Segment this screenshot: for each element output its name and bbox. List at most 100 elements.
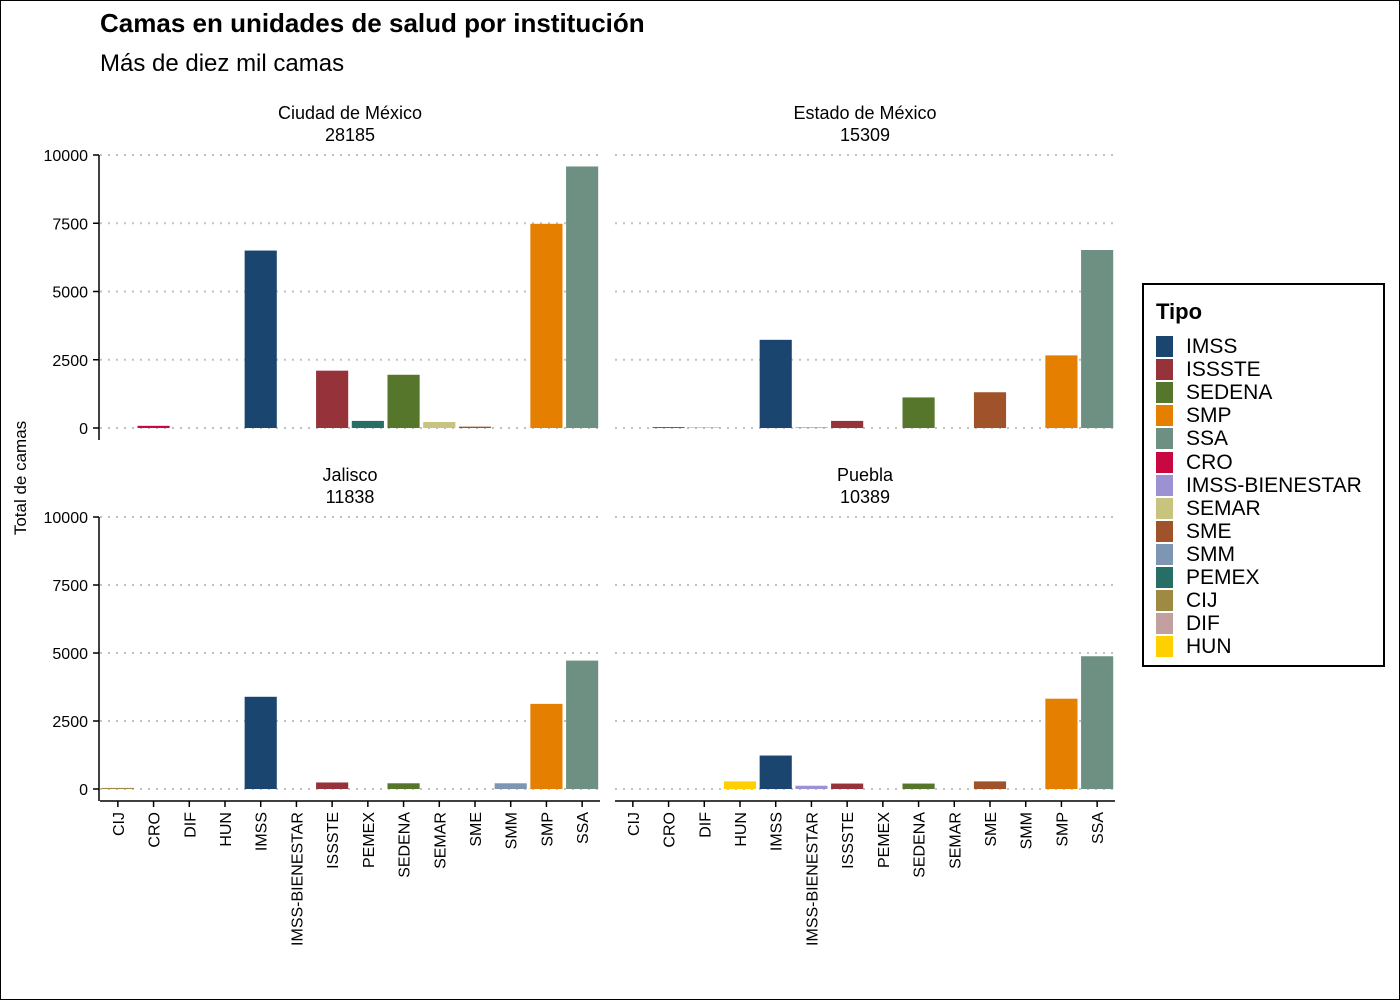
x-tick-label-jalisco-hun: HUN (218, 812, 235, 847)
panel-title-ciudad-de-m-xico: Ciudad de México (278, 103, 422, 123)
bar-ciudad-de-m-xico-pemex (351, 420, 384, 428)
legend-key-sme (1156, 520, 1173, 542)
legend-item-hun: HUN (1156, 635, 1362, 658)
bar-puebla-sedena (902, 783, 935, 789)
x-tick-label-jalisco-smm: SMM (504, 812, 521, 849)
bar-ciudad-de-m-xico-semar (423, 421, 456, 428)
x-tick-label-jalisco-imss-bienestar: IMSS-BIENESTAR (289, 812, 306, 946)
x-tick-label-jalisco-sme: SME (468, 812, 485, 847)
legend-label-smp: SMP (1186, 404, 1232, 428)
bar-ciudad-de-m-xico-smp (530, 223, 563, 428)
x-tick-label-puebla-cro: CRO (662, 812, 679, 848)
bar-estado-de-m-xico-dif (688, 427, 721, 428)
x-tick-label-puebla-imss: IMSS (769, 812, 786, 851)
bar-puebla-imss-bienestar (795, 785, 828, 789)
bar-estado-de-m-xico-smp (1045, 355, 1078, 428)
legend-key-smp (1156, 405, 1173, 427)
legend-key-dif (1156, 613, 1173, 635)
x-tick-label-jalisco-sedena: SEDENA (397, 812, 414, 878)
bar-estado-de-m-xico-imss-bienestar (795, 427, 828, 428)
bar-puebla-ssa (1081, 656, 1114, 789)
bar-ciudad-de-m-xico-issste (316, 370, 349, 428)
legend-label-sedena: SEDENA (1186, 381, 1273, 405)
y-tick-label-ciudad-de-m-xico-5000: 5000 (52, 285, 88, 302)
legend-key-hun (1156, 636, 1173, 658)
bar-jalisco-cij (101, 787, 134, 789)
y-tick-label-jalisco-5000: 5000 (52, 646, 88, 663)
bar-estado-de-m-xico-imss (759, 339, 792, 428)
legend-key-cro (1156, 451, 1173, 473)
chart-subtitle: Más de diez mil camas (100, 50, 345, 77)
legend-label-hun: HUN (1186, 635, 1232, 659)
x-tick-label-puebla-sme: SME (983, 812, 1000, 847)
x-tick-label-puebla-smm: SMM (1019, 812, 1036, 849)
y-tick-label-ciudad-de-m-xico-10000: 10000 (44, 148, 89, 165)
legend-label-cro: CRO (1186, 450, 1233, 474)
bar-puebla-imss (759, 755, 792, 789)
legend-item-smp: SMP (1156, 404, 1362, 427)
legend-item-cij: CIJ (1156, 589, 1362, 612)
legend-item-pemex: PEMEX (1156, 566, 1362, 589)
legend-item-cro: CRO (1156, 450, 1362, 473)
bar-estado-de-m-xico-cro (652, 427, 685, 428)
panel-title-estado-de-m-xico: Estado de México (793, 103, 936, 123)
legend-label-imss-bienestar: IMSS-BIENESTAR (1186, 473, 1362, 497)
bar-ciudad-de-m-xico-imss (244, 250, 277, 428)
x-tick-label-puebla-imss-bienestar: IMSS-BIENESTAR (804, 812, 821, 946)
bar-ciudad-de-m-xico-sme (458, 426, 492, 428)
bar-estado-de-m-xico-ssa (1081, 250, 1114, 428)
legend-key-imss (1156, 336, 1173, 358)
bar-ciudad-de-m-xico-cro (137, 425, 170, 428)
legend-item-smm: SMM (1156, 543, 1362, 566)
legend-label-semar: SEMAR (1186, 496, 1261, 520)
legend-item-sedena: SEDENA (1156, 381, 1362, 404)
bar-jalisco-sedena (387, 783, 420, 789)
y-axis-label: Total de camas (11, 421, 30, 535)
bar-jalisco-imss (244, 696, 277, 789)
x-tick-label-puebla-hun: HUN (733, 812, 750, 847)
x-tick-label-jalisco-semar: SEMAR (432, 812, 449, 869)
x-tick-label-puebla-dif: DIF (697, 812, 714, 838)
bar-ciudad-de-m-xico-sedena (387, 374, 420, 428)
bar-jalisco-issste (316, 782, 349, 789)
x-tick-label-puebla-pemex: PEMEX (876, 812, 893, 868)
x-tick-label-puebla-semar: SEMAR (947, 812, 964, 869)
y-tick-label-ciudad-de-m-xico-7500: 7500 (52, 216, 88, 233)
legend-key-sedena (1156, 382, 1173, 404)
panel-total-estado-de-m-xico: 15309 (840, 125, 890, 145)
legend-label-dif: DIF (1186, 612, 1220, 636)
x-tick-label-puebla-smp: SMP (1054, 812, 1071, 847)
legend-item-imss-bienestar: IMSS-BIENESTAR (1156, 474, 1362, 497)
bar-ciudad-de-m-xico-ssa (566, 166, 599, 428)
legend-label-pemex: PEMEX (1186, 565, 1260, 589)
x-tick-label-jalisco-cro: CRO (147, 812, 164, 848)
legend-key-imss-bienestar (1156, 474, 1173, 496)
bar-estado-de-m-xico-sme (973, 392, 1007, 428)
legend-label-imss: IMSS (1186, 335, 1238, 359)
legend-label-sme: SME (1186, 519, 1232, 543)
legend-key-issste (1156, 359, 1173, 381)
x-tick-label-jalisco-cij: CIJ (111, 812, 128, 836)
bar-puebla-hun (723, 781, 757, 789)
legend-key-cij (1156, 590, 1173, 612)
y-tick-label-jalisco-10000: 10000 (44, 510, 89, 527)
x-tick-label-puebla-cij: CIJ (626, 812, 643, 836)
x-tick-label-puebla-sedena: SEDENA (912, 812, 929, 878)
legend-key-ssa (1156, 428, 1173, 450)
bar-puebla-smp (1045, 698, 1078, 789)
y-tick-label-jalisco-0: 0 (79, 782, 88, 799)
x-tick-label-jalisco-issste: ISSSTE (325, 812, 342, 869)
bar-estado-de-m-xico-sedena (902, 397, 935, 428)
legend-key-semar (1156, 497, 1173, 519)
y-tick-label-ciudad-de-m-xico-0: 0 (79, 421, 88, 438)
panel-total-jalisco: 11838 (326, 487, 375, 507)
x-tick-label-jalisco-pemex: PEMEX (361, 812, 378, 868)
panel-total-puebla: 10389 (840, 487, 890, 507)
legend-label-issste: ISSSTE (1186, 358, 1261, 382)
bar-jalisco-smm (494, 783, 527, 789)
x-tick-label-jalisco-ssa: SSA (575, 812, 592, 844)
y-tick-label-ciudad-de-m-xico-2500: 2500 (52, 353, 88, 370)
x-tick-label-jalisco-dif: DIF (182, 812, 199, 838)
bar-jalisco-ssa (566, 660, 599, 789)
legend-item-issste: ISSSTE (1156, 358, 1362, 381)
